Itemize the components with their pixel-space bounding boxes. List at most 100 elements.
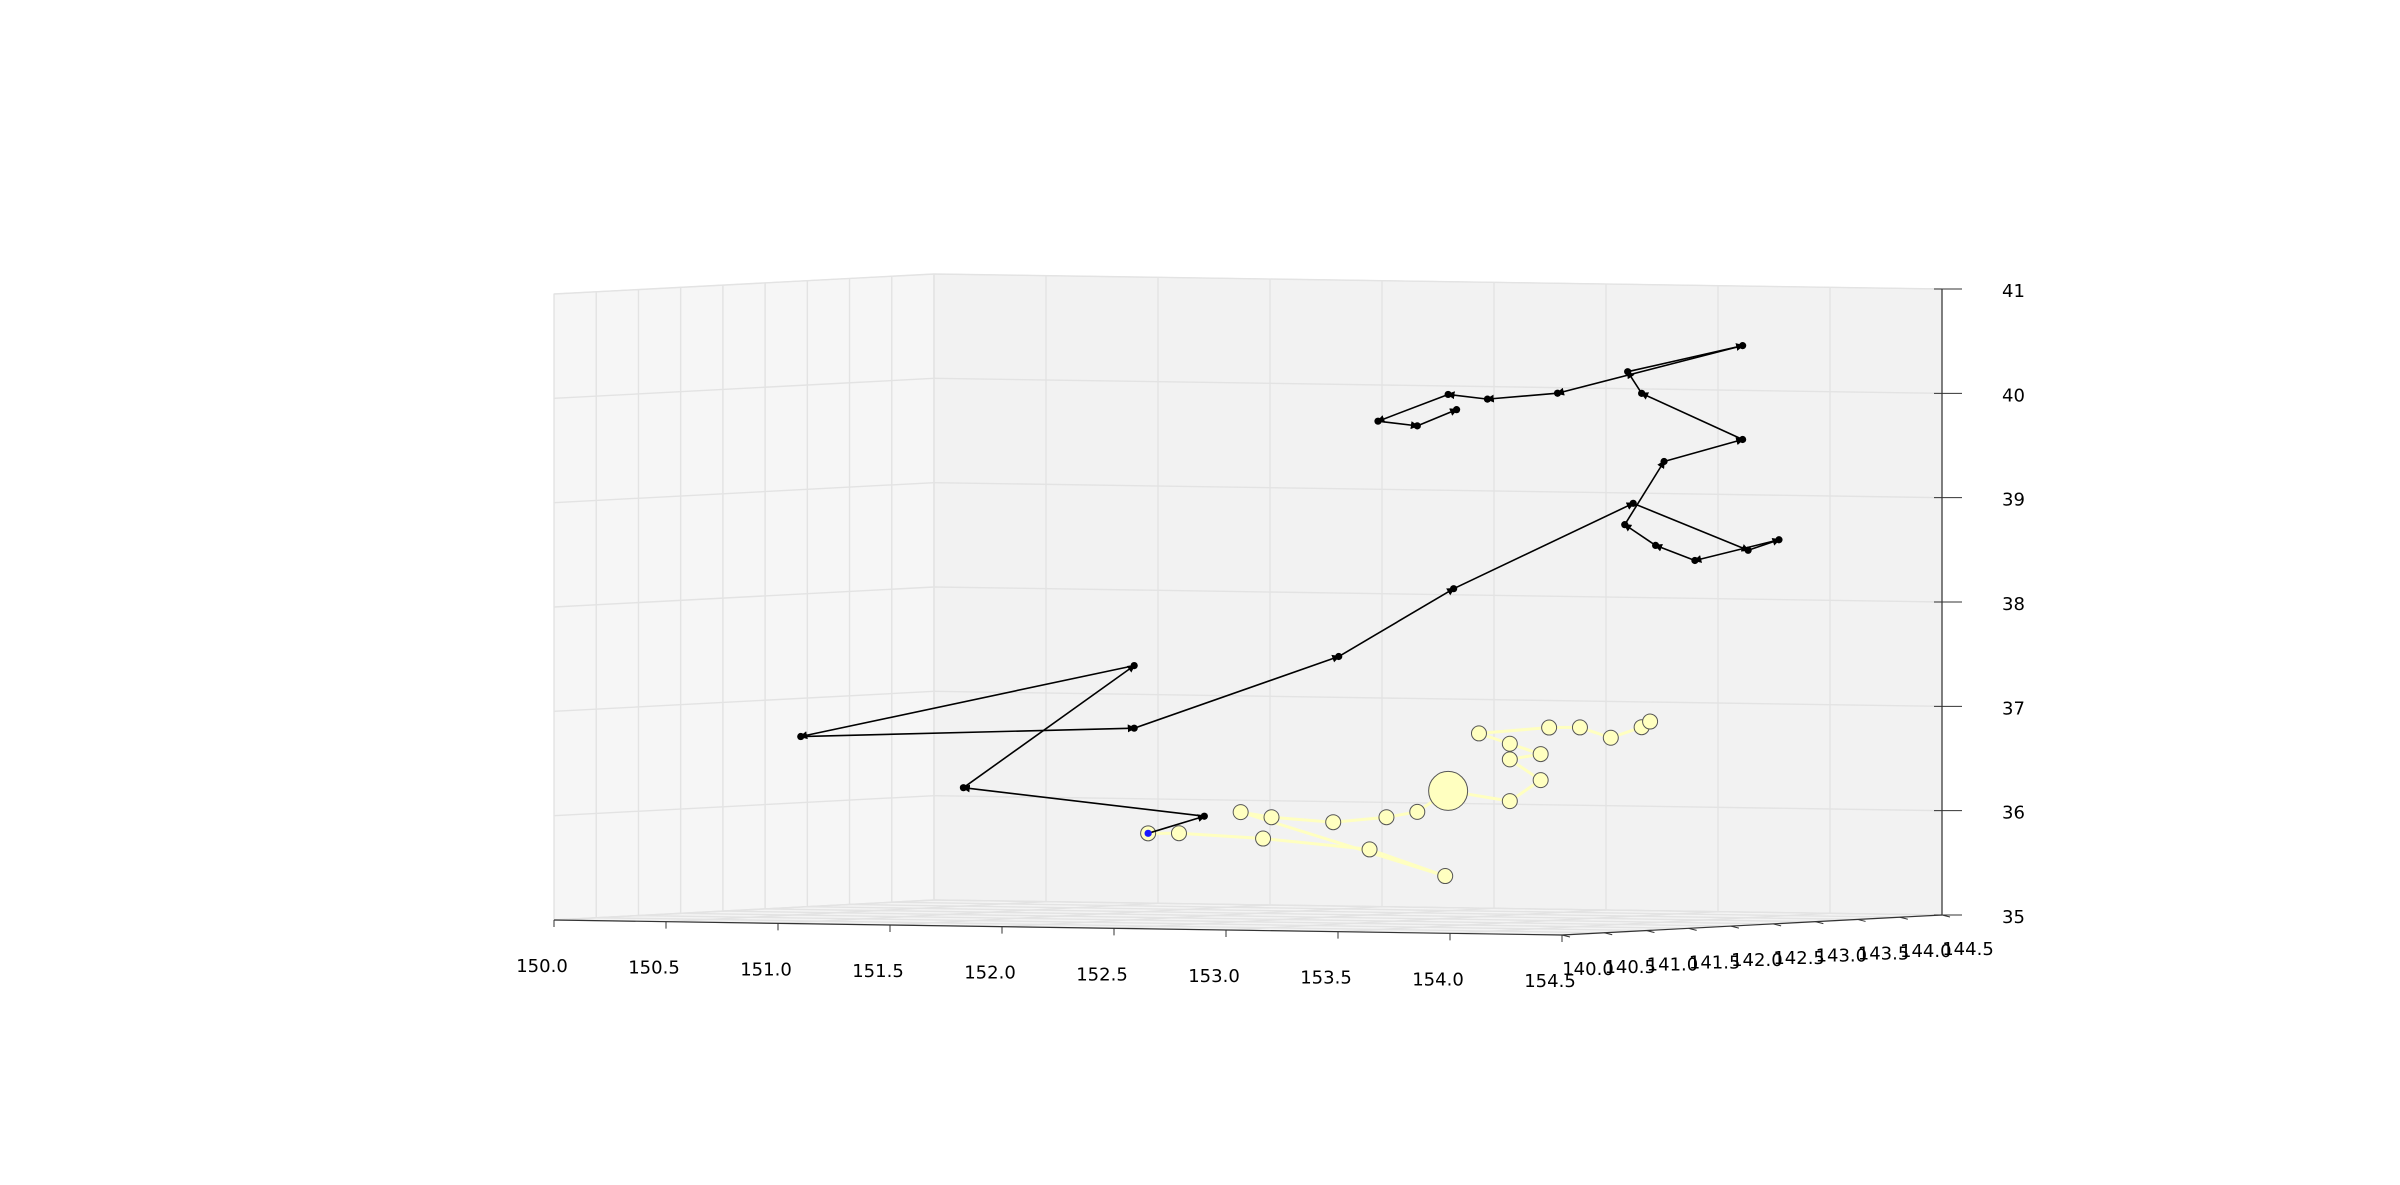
track-segment	[799, 664, 1135, 740]
bubble-point	[1437, 868, 1454, 885]
grid-line-z-back	[933, 690, 1943, 708]
grid-line-x-floor	[665, 900, 1047, 923]
track-segment	[962, 664, 1136, 789]
bubble-connector	[1333, 815, 1387, 824]
tick-labels: 150.0 150.5 151.0 151.5 152.0 152.5 153.0 153.5…	[516, 281, 2025, 992]
x-tick-label: 151.5	[852, 961, 904, 982]
track-segment	[1416, 408, 1459, 427]
track-segment	[1654, 543, 1696, 562]
bubble-point	[1571, 719, 1588, 736]
track-segment	[800, 724, 1136, 738]
y-tick-label: 144.5	[1942, 939, 1994, 960]
y-tick-mark	[1899, 916, 1908, 920]
bubble-point	[1501, 735, 1518, 752]
bubble-point	[1255, 830, 1272, 847]
track-point	[1200, 812, 1208, 820]
bubble-point	[1642, 713, 1659, 730]
bubble-point	[1501, 751, 1518, 768]
track-point	[1374, 417, 1382, 425]
track-segment	[1446, 391, 1488, 400]
track-segment	[1663, 437, 1745, 463]
y-tick-mark	[1857, 918, 1866, 922]
track-segment	[1133, 654, 1341, 729]
bubble-connector	[1178, 831, 1264, 841]
y-tick-label: 143.0	[1816, 946, 1868, 967]
bubble-point	[1378, 809, 1395, 826]
track-point	[797, 732, 805, 741]
z-tick-label: 41	[2002, 281, 2025, 302]
track-segment	[1556, 344, 1743, 396]
track-segment	[1624, 460, 1665, 526]
bubble-point	[1428, 770, 1469, 811]
axis-panes	[553, 273, 1943, 936]
grid-line-z-back	[933, 273, 1943, 290]
grid-line-y-floor	[638, 914, 1647, 932]
bubble-connector	[1478, 726, 1550, 735]
track-point	[1775, 536, 1783, 544]
track-point	[1652, 541, 1660, 550]
y-tick-label: 140.0	[1562, 959, 1614, 980]
x-tick-label: 150.0	[516, 956, 568, 977]
y-tick-label: 142.5	[1773, 948, 1825, 969]
grid-line-z-back	[933, 481, 1943, 499]
y-tick-label: 141.0	[1647, 955, 1699, 976]
track-point	[1744, 546, 1752, 554]
track-point	[1739, 342, 1747, 350]
x-tick-label: 153.0	[1188, 966, 1240, 987]
grid-line-x-floor	[1337, 910, 1719, 933]
grid-lines	[553, 273, 1943, 936]
bubble-point	[1263, 809, 1280, 826]
bubble-point	[1532, 772, 1549, 789]
grid-line-x-floor	[1449, 912, 1831, 935]
grid-line-z-left	[553, 899, 935, 921]
track-point	[1691, 556, 1699, 565]
y-tick-label: 144.0	[1900, 941, 1952, 962]
x-tick-label: 151.0	[740, 959, 792, 980]
grid-line-z-left	[553, 273, 935, 295]
track-point	[1130, 724, 1138, 732]
y-tick-label: 142.0	[1731, 950, 1783, 971]
y-tick-mark	[1646, 930, 1655, 934]
y-axis-line	[1561, 914, 1943, 936]
grid-line-z-left	[553, 586, 935, 608]
bubble-point	[1325, 814, 1342, 831]
track-series	[797, 342, 1783, 837]
track-point	[1660, 457, 1668, 466]
grid-line-z-left	[553, 481, 935, 504]
track-segment	[1640, 392, 1743, 441]
track-point	[1413, 422, 1421, 430]
y-tick-label: 141.5	[1689, 952, 1741, 973]
track-segment	[1693, 538, 1780, 563]
bubble-point	[1501, 793, 1518, 810]
y-tick-mark	[1815, 921, 1824, 925]
bubble-point	[1470, 725, 1487, 742]
x-axis-line	[553, 919, 1563, 936]
y-tick-mark	[1772, 923, 1782, 927]
grid-line-y-floor	[722, 910, 1731, 927]
axis-lines	[553, 288, 1962, 942]
bubble-connector	[1271, 815, 1334, 824]
track-segment	[1623, 523, 1657, 547]
track-point	[1739, 435, 1747, 444]
grid-line-x-floor	[889, 904, 1271, 926]
y-tick-label: 140.5	[1604, 957, 1656, 978]
x-tick-label: 152.5	[1076, 964, 1128, 985]
track-segment	[1338, 587, 1456, 658]
track-segment	[961, 784, 1205, 818]
grid-line-x-floor	[1001, 905, 1383, 928]
bubble-point	[1409, 803, 1426, 820]
track-segment	[1376, 393, 1449, 423]
track-segment	[1485, 392, 1558, 403]
x-tick-label: 153.5	[1300, 968, 1352, 989]
z-tick-label: 40	[2002, 385, 2025, 406]
track-segment	[1453, 502, 1635, 590]
grid-line-y-floor	[596, 917, 1605, 934]
z-tick-label: 39	[2002, 490, 2025, 511]
track-point	[1621, 521, 1629, 529]
track-point	[1130, 662, 1138, 670]
x-tick-label: 150.5	[628, 958, 680, 979]
y-tick-mark	[1688, 927, 1697, 931]
track-segment	[1377, 420, 1419, 430]
grid-line-y-floor	[849, 903, 1858, 921]
